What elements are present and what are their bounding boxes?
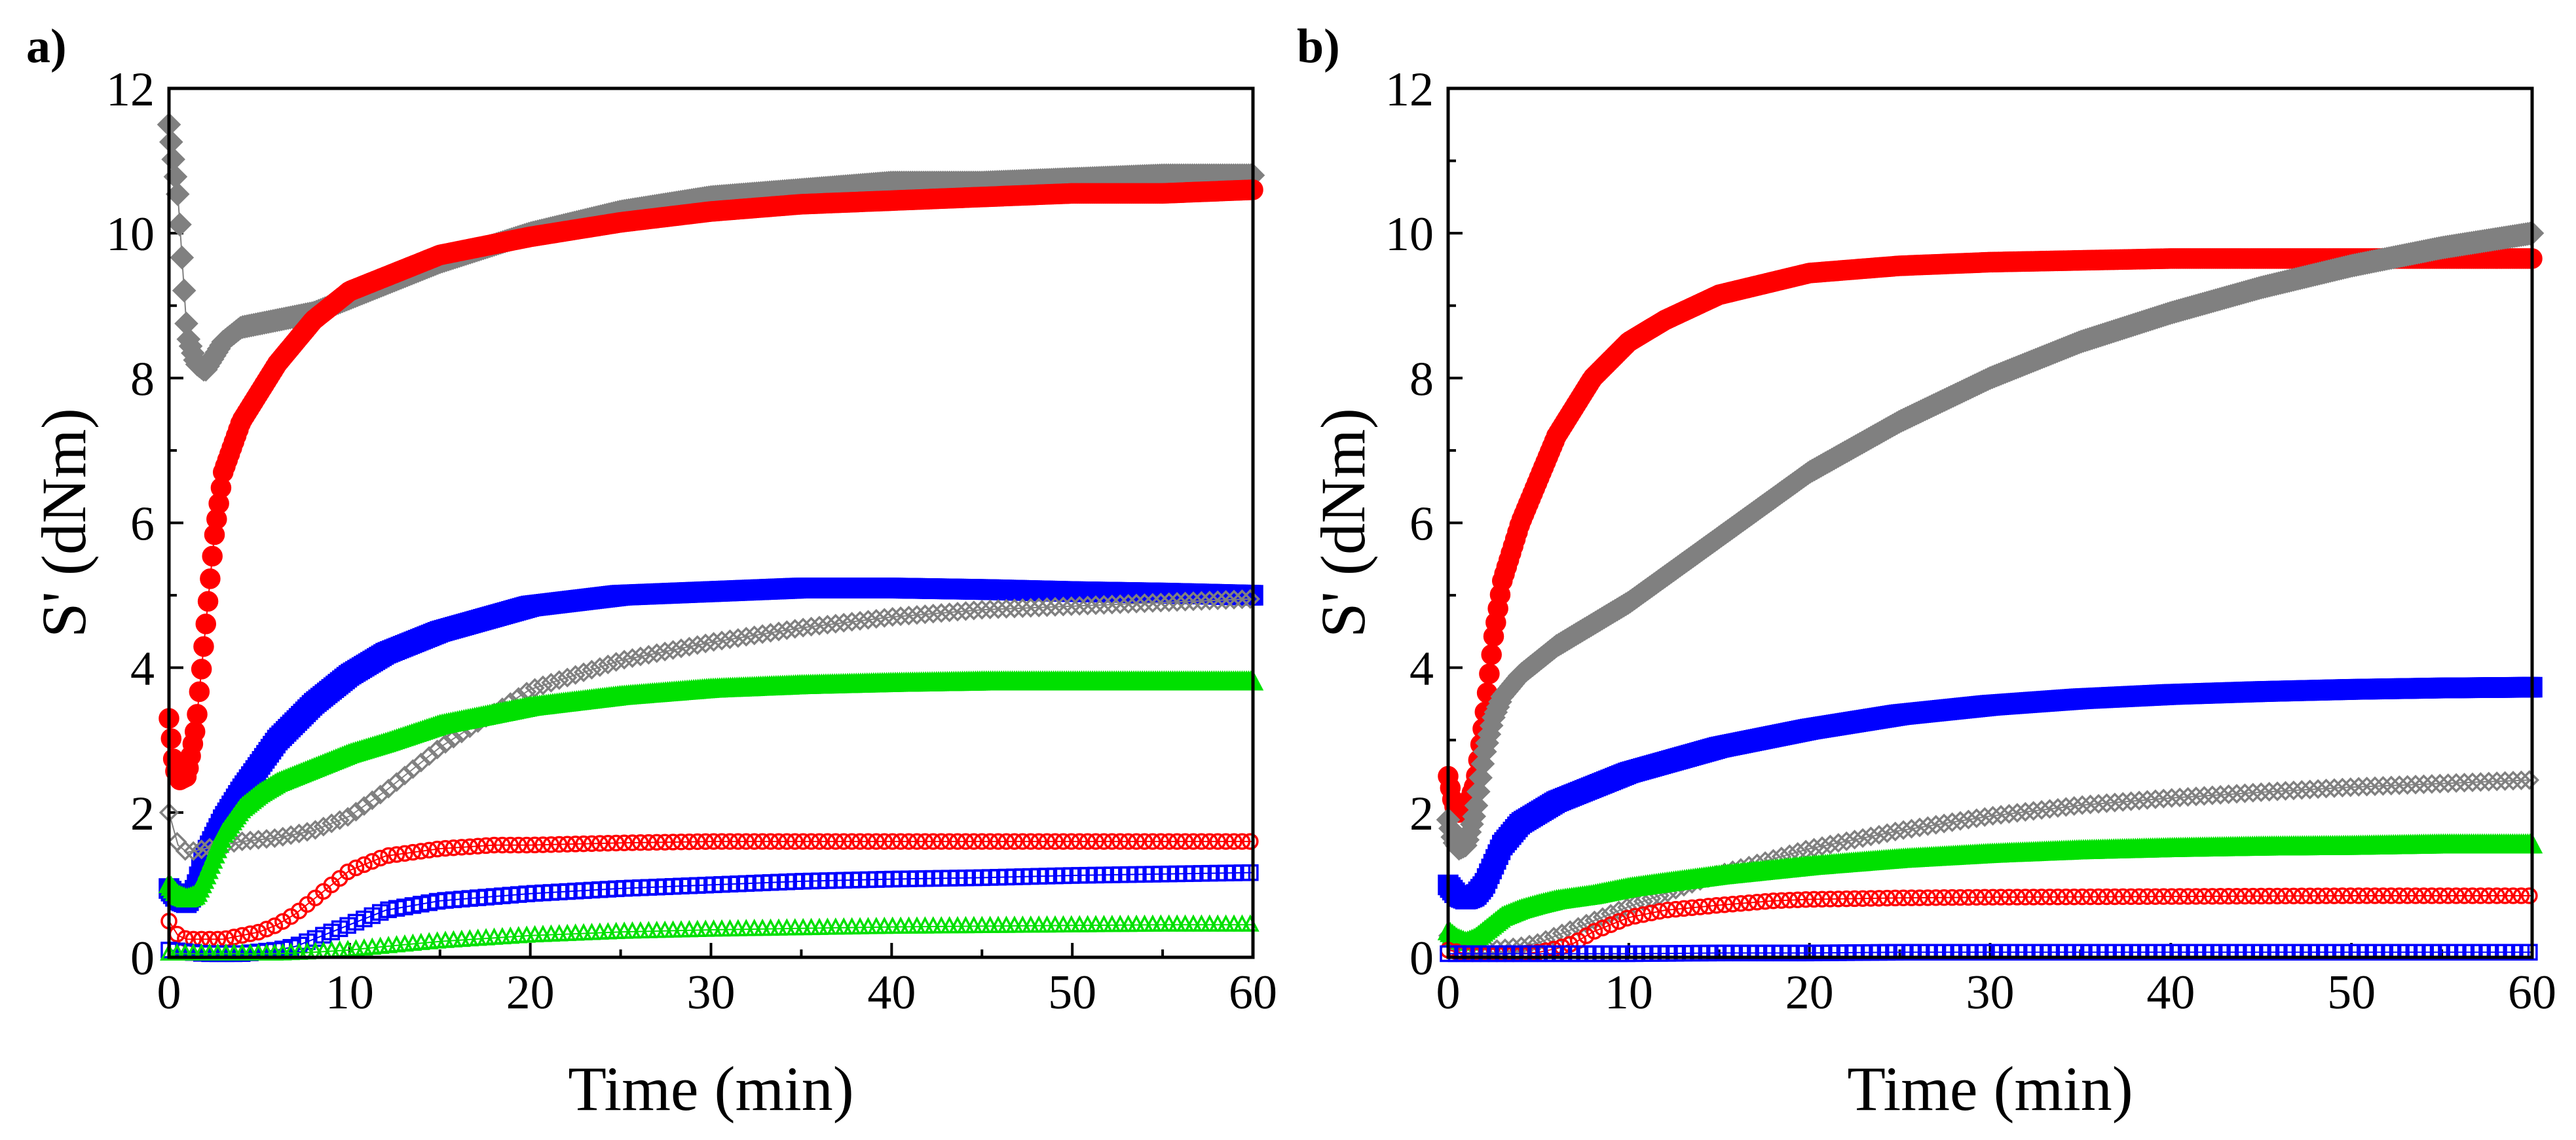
data-point	[200, 568, 221, 589]
y-tick-label: 10	[106, 208, 155, 261]
data-point	[160, 728, 182, 749]
data-point	[202, 545, 223, 567]
series-1	[157, 112, 1265, 382]
x-axis-title: Time (min)	[568, 1054, 854, 1124]
data-point	[1479, 663, 1500, 684]
x-tick-label: 30	[687, 966, 736, 1020]
axis-ticks	[1447, 87, 2533, 959]
data-point	[1481, 644, 1502, 665]
x-tick-label: 40	[867, 966, 916, 1020]
chart-panel-a: a) 0 10 20 30 40 50 60 0 2 4 6 8 10 12 Time (min) S' …	[26, 20, 1277, 1124]
data-point	[187, 704, 208, 725]
data-point	[168, 212, 192, 237]
panel-label-b: b)	[1297, 20, 1340, 73]
y-tick-label: 12	[106, 63, 155, 117]
y-axis-title: S' (dNm)	[29, 408, 99, 638]
series-layer	[1436, 221, 2545, 963]
data-point	[170, 246, 195, 270]
series-2	[159, 179, 1263, 790]
y-tick-label: 2	[130, 787, 155, 841]
x-tick-label: 60	[1229, 966, 1277, 1020]
x-tick-label: 20	[506, 966, 555, 1020]
series-1	[1438, 248, 2543, 823]
series-layer	[157, 112, 1265, 963]
data-point	[197, 591, 219, 612]
y-tick-label: 8	[130, 352, 155, 406]
x-tick-label: 50	[1048, 966, 1096, 1020]
data-point	[193, 636, 214, 657]
data-point	[195, 614, 217, 634]
y-tick-label: 0	[130, 932, 155, 985]
series-line	[1447, 232, 2533, 850]
data-point	[172, 278, 196, 303]
panel-label-a: a)	[26, 20, 67, 73]
data-point	[189, 681, 210, 703]
y-tick-label: 6	[130, 498, 155, 551]
y-tick-label: 4	[130, 642, 155, 696]
series-4	[1438, 770, 2539, 961]
series-3	[159, 578, 1263, 913]
x-tick-label: 10	[326, 966, 374, 1020]
series-2	[1436, 221, 2545, 861]
series-line	[168, 124, 1253, 372]
series-line	[1447, 257, 2532, 814]
x-tick-label: 0	[157, 966, 181, 1020]
data-point	[191, 659, 212, 680]
data-point	[184, 721, 206, 743]
series-4	[159, 589, 1260, 861]
